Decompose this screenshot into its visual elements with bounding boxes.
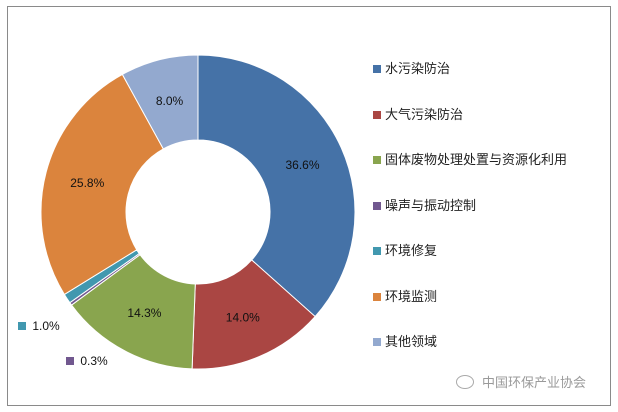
legend-swatch	[373, 201, 381, 210]
data-label-6: 8.0%	[156, 94, 184, 108]
donut-slice-6	[121, 54, 199, 150]
watermark-text: 中国环保产业协会	[482, 376, 587, 391]
legend-swatch	[373, 292, 381, 301]
legend-item-2: 固体废物处理处置与资源化利用	[373, 149, 567, 168]
data-label-0: 36.6%	[285, 158, 319, 172]
legend-swatch	[373, 338, 381, 346]
legend-label: 环境监测	[385, 289, 438, 305]
wechat-icon	[456, 374, 474, 389]
legend-swatch	[373, 247, 381, 255]
watermark: 中国环保产业协会	[456, 372, 586, 391]
donut-slice-5	[40, 73, 164, 296]
donut-slice-1	[191, 259, 316, 370]
data-label-1: 14.0%	[226, 310, 260, 324]
legend-label: 其他领域	[385, 335, 438, 350]
chart-frame	[7, 6, 611, 406]
data-label-marker-3	[66, 357, 74, 365]
donut-slice-0	[197, 54, 356, 318]
legend-item-3: 噪声与振动控制	[373, 195, 476, 214]
legend-item-6: 其他领域	[373, 331, 437, 350]
legend-label: 环境修复	[385, 244, 438, 259]
data-label-4: 1.0%	[32, 319, 60, 333]
legend-item-1: 大气污染防治	[373, 104, 463, 123]
legend-swatch	[373, 110, 381, 119]
legend-label: 噪声与振动控制	[385, 198, 477, 214]
legend-label: 水污染防治	[385, 62, 451, 77]
legend-item-5: 环境监测	[373, 286, 437, 305]
legend-swatch	[373, 65, 381, 73]
legend-item-4: 环境修复	[373, 240, 437, 259]
legend-item-0: 水污染防治	[373, 58, 450, 77]
data-label-3: 0.3%	[80, 354, 108, 368]
data-label-2: 14.3%	[127, 306, 161, 320]
data-label-5: 25.8%	[70, 176, 104, 190]
legend-label: 大气污染防治	[385, 107, 464, 123]
legend-label: 固体废物处理处置与资源化利用	[385, 153, 568, 168]
legend-swatch	[373, 156, 381, 164]
data-label-marker-4	[18, 322, 26, 330]
